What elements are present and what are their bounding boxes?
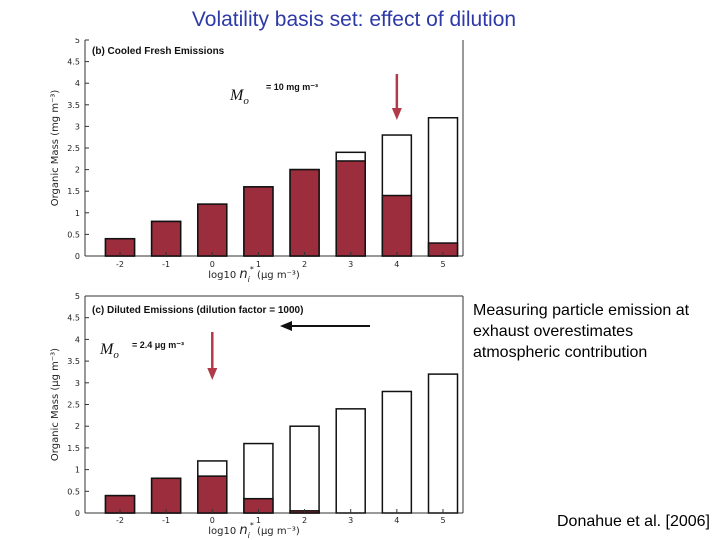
y-tick-label: 1 xyxy=(75,466,80,475)
mo-value: = 2.4 μg m⁻³ xyxy=(132,340,184,350)
bar-particle xyxy=(150,477,182,514)
x-tick-label: 5 xyxy=(440,516,445,525)
panel-title: (b) Cooled Fresh Emissions xyxy=(92,46,225,57)
x-tick-label: 1 xyxy=(256,260,261,269)
x-axis-label: log10 ni* (μg m⁻³) xyxy=(208,521,300,540)
bar-particle xyxy=(335,160,366,257)
y-tick-label: 4.5 xyxy=(67,314,80,323)
y-tick-label: 4 xyxy=(75,79,80,88)
arrow-head-icon xyxy=(391,108,402,120)
mo-value: = 10 mg m⁻³ xyxy=(266,82,318,92)
x-axis-label: log10 ni* (μg m⁻³) xyxy=(208,265,300,284)
dilution-arrow-head-icon xyxy=(280,321,292,331)
y-tick-label: 1.5 xyxy=(67,444,80,453)
y-tick-label: 0.5 xyxy=(67,487,80,496)
x-tick-label: 3 xyxy=(348,516,353,525)
bar-total xyxy=(427,117,459,257)
y-tick-label: 4.5 xyxy=(67,58,80,67)
x-tick-label: 4 xyxy=(394,516,399,525)
mo-label: Mo xyxy=(229,87,249,107)
x-tick-label: 0 xyxy=(210,516,215,525)
x-tick-label: 0 xyxy=(210,260,215,269)
chart-cooled-fresh-emissions: 0 0.5 1 1.5 2 2.5 3 3.5 4 4.5 5 Organic Mass (mg m⁻… xyxy=(50,38,464,284)
bar-total xyxy=(335,408,366,514)
y-tick-label: 0 xyxy=(75,509,80,518)
bar-particle xyxy=(197,203,228,257)
x-tick-label: -1 xyxy=(162,516,170,525)
arrow-head-icon xyxy=(207,368,218,380)
x-tick-label: 2 xyxy=(302,516,307,525)
bar-total xyxy=(289,425,320,514)
x-tick-label: -1 xyxy=(162,260,170,269)
bar-particle xyxy=(150,220,182,257)
y-tick-label: 2 xyxy=(75,422,80,431)
y-axis-label: Organic Mass (mg m⁻³) xyxy=(50,90,61,207)
y-tick-label: 3.5 xyxy=(67,101,80,110)
x-tick-label: -2 xyxy=(116,260,124,269)
bar-total xyxy=(427,373,459,514)
y-tick-label: 0 xyxy=(75,252,80,261)
y-tick-label: 2.5 xyxy=(67,144,80,153)
bar-total xyxy=(381,390,413,514)
y-tick-label: 1.5 xyxy=(67,187,80,196)
slide-title: Volatility basis set: effect of dilution xyxy=(191,8,517,31)
y-tick-label: 1 xyxy=(75,209,80,218)
x-tick-label: 5 xyxy=(440,260,445,269)
y-axis-label: Organic Mass (μg m⁻³) xyxy=(50,348,61,461)
y-tick-label: 0.5 xyxy=(67,230,80,239)
y-tick-label: 3 xyxy=(75,122,80,131)
x-tick-label: 1 xyxy=(256,516,261,525)
y-tick-label: 4 xyxy=(75,335,80,344)
x-tick-label: 3 xyxy=(348,260,353,269)
bar-particle xyxy=(197,475,228,514)
mo-label: Mo xyxy=(99,341,119,361)
x-tick-label: -2 xyxy=(116,516,124,525)
chart-diluted-emissions: 0 0.5 1 1.5 2 2.5 3 3.5 4 4.5 5 Organic Mass (μg m⁻… xyxy=(50,292,464,540)
x-tick-label: 2 xyxy=(302,260,307,269)
y-tick-label: 2.5 xyxy=(67,401,80,410)
bar-particle xyxy=(243,186,274,257)
bar-particle xyxy=(381,194,413,257)
y-tick-label: 5 xyxy=(75,292,80,301)
y-tick-label: 3.5 xyxy=(67,357,80,366)
y-tick-label: 2 xyxy=(75,166,80,175)
slide-note: Measuring particle emission at exhaust o… xyxy=(473,302,690,361)
y-tick-label: 3 xyxy=(75,379,80,388)
citation: Donahue et al. [2006] xyxy=(556,513,710,530)
x-tick-label: 4 xyxy=(394,260,399,269)
panel-title: (c) Diluted Emissions (dilution factor =… xyxy=(92,305,303,316)
y-tick-label: 5 xyxy=(75,38,80,45)
bar-particle xyxy=(289,168,320,257)
